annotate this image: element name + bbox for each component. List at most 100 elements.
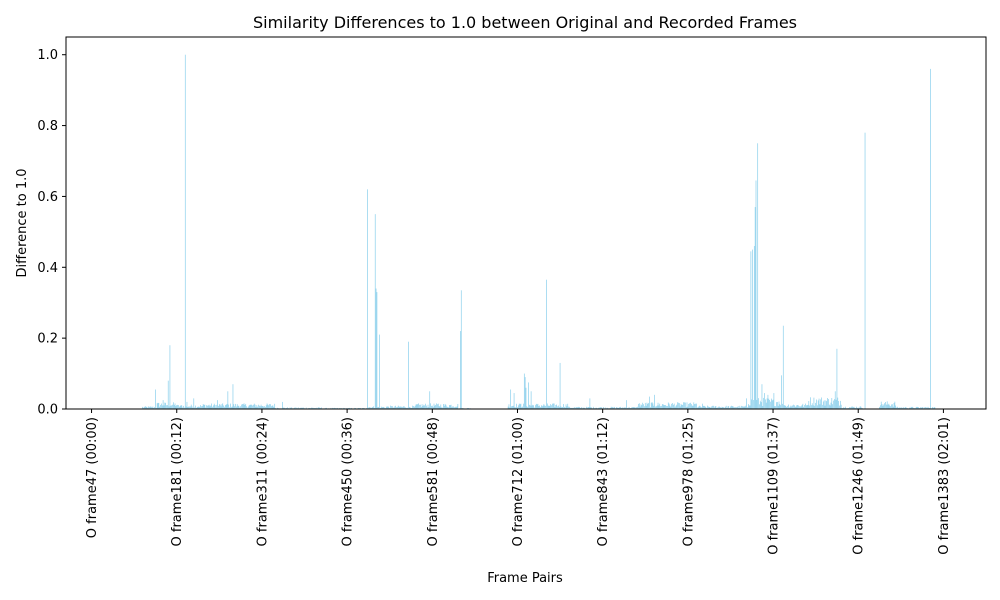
bar — [809, 405, 811, 409]
bar — [230, 403, 231, 409]
bar — [745, 405, 747, 409]
bar — [142, 406, 144, 409]
bar — [508, 404, 510, 409]
bar — [926, 407, 928, 409]
bar — [838, 401, 839, 409]
bar — [599, 407, 601, 409]
bar — [759, 404, 760, 409]
bar — [639, 406, 641, 409]
bar — [421, 404, 423, 409]
bar — [678, 402, 679, 409]
bar — [256, 405, 258, 409]
bar — [807, 404, 809, 409]
bar — [533, 405, 535, 409]
bar — [761, 384, 763, 409]
bar — [283, 407, 285, 409]
bar — [224, 405, 226, 409]
bar — [294, 407, 296, 409]
bar — [884, 403, 885, 409]
bar — [627, 407, 629, 409]
bar — [420, 407, 422, 409]
bar — [449, 405, 451, 409]
bar — [343, 407, 345, 409]
bar — [587, 407, 589, 409]
bar — [564, 407, 566, 409]
bar — [751, 399, 753, 409]
bar — [259, 405, 260, 409]
bar — [619, 407, 621, 409]
bar — [610, 406, 612, 409]
bar — [378, 406, 379, 409]
bar — [686, 402, 688, 409]
bar — [552, 403, 553, 409]
bar — [521, 407, 523, 409]
bar — [793, 404, 794, 409]
bar — [178, 406, 180, 409]
bar — [162, 400, 164, 409]
bar — [849, 407, 851, 409]
bar — [817, 400, 819, 409]
bar — [836, 348, 838, 409]
bar — [519, 404, 521, 409]
bar — [812, 405, 814, 409]
bar — [891, 404, 893, 409]
bar — [825, 400, 827, 409]
bar — [172, 404, 173, 409]
bar — [890, 406, 891, 409]
bar — [934, 407, 936, 409]
bar — [772, 399, 774, 409]
bar — [310, 407, 312, 409]
bar — [916, 406, 918, 409]
bar — [731, 406, 733, 409]
bar — [820, 399, 822, 409]
bar — [766, 398, 768, 409]
bar — [444, 403, 446, 409]
bar — [797, 405, 799, 409]
bar — [308, 407, 310, 409]
bar — [882, 405, 884, 409]
bar — [178, 405, 179, 409]
bar — [253, 403, 255, 409]
bar — [851, 406, 853, 409]
bar — [813, 397, 815, 409]
bar — [782, 403, 783, 409]
bar — [654, 394, 655, 409]
bar — [558, 407, 560, 409]
bar — [661, 404, 663, 409]
bar — [510, 389, 512, 409]
bar — [829, 405, 831, 409]
bar — [864, 132, 866, 409]
bar — [261, 406, 263, 409]
bar — [424, 405, 425, 409]
bar — [287, 407, 288, 409]
bar — [448, 405, 450, 409]
bar — [377, 407, 379, 409]
bar — [632, 407, 634, 409]
bar — [192, 407, 194, 409]
bar — [896, 407, 897, 409]
bar — [702, 405, 704, 409]
bar — [591, 407, 592, 409]
bar — [190, 404, 192, 409]
bar — [724, 406, 726, 409]
bar — [167, 380, 169, 409]
bar — [246, 406, 247, 409]
bar — [448, 407, 449, 409]
bar — [517, 405, 519, 409]
bar — [742, 406, 744, 409]
bar — [395, 405, 397, 409]
bar — [732, 406, 734, 409]
bar — [892, 406, 894, 409]
bar — [577, 407, 579, 409]
bar — [250, 404, 252, 409]
bar — [392, 407, 394, 409]
bar — [199, 407, 201, 409]
bar — [765, 402, 767, 409]
bar — [682, 404, 684, 409]
bar — [394, 406, 396, 409]
bar — [411, 407, 413, 409]
bar — [698, 406, 700, 409]
x-tick-label: O frame978 (01:25) — [681, 417, 696, 546]
bar — [778, 401, 780, 409]
bar — [765, 399, 766, 409]
